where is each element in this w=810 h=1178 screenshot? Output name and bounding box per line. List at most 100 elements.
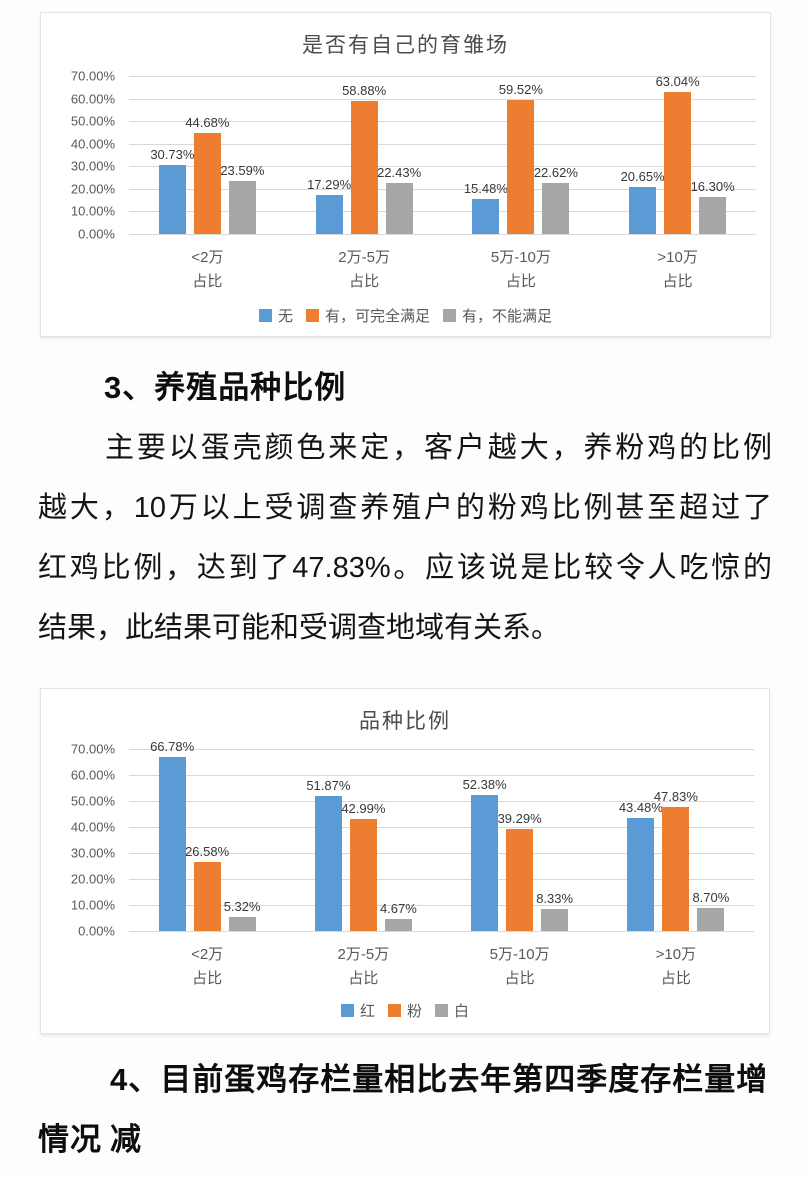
gridline bbox=[129, 188, 756, 190]
bar-红: 52.38% bbox=[463, 777, 507, 931]
data-label: 17.29% bbox=[307, 176, 352, 192]
data-label: 39.29% bbox=[497, 810, 542, 826]
gridline bbox=[129, 801, 754, 802]
data-label: 66.78% bbox=[150, 739, 195, 755]
legend-item: 无 bbox=[258, 305, 293, 326]
data-label: 47.83% bbox=[653, 788, 698, 804]
heading-line: 4、目前蛋鸡存栏量相比去年第四季度存栏量增减 bbox=[110, 1062, 769, 1157]
bar-白: 8.70% bbox=[692, 890, 729, 931]
bar-group: 30.73% 44.68% 23.59% bbox=[129, 76, 286, 234]
paragraph-line: 主要以蛋壳颜色来定，客户越大，养粉鸡的比例 bbox=[105, 432, 772, 464]
bar-group: 15.48% 59.52% 22.62% bbox=[443, 76, 600, 234]
gridline bbox=[129, 143, 756, 145]
bar-粉: 42.99% bbox=[341, 801, 385, 931]
data-label: 42.99% bbox=[341, 801, 386, 817]
data-label: 52.38% bbox=[462, 776, 507, 792]
paragraph-line: 结果，此结果可能和受调查地域有关系。 bbox=[38, 612, 561, 644]
bar-groups: 66.78% 26.58% 5.32% 51.87% 42.99% 4.67% 52.38%… bbox=[129, 739, 754, 931]
chart-title: 是否有自己的育雏场 bbox=[302, 34, 509, 57]
bar-红: 43.48% bbox=[619, 800, 663, 931]
section-4-heading: 4、目前蛋鸡存栏量相比去年第四季度存栏量增减 情况 bbox=[38, 1050, 778, 1170]
y-axis-tick: 10.00% bbox=[70, 203, 115, 219]
legend-label: 白 bbox=[454, 1003, 470, 1020]
bar-有，不能满足: 22.43% bbox=[377, 165, 421, 234]
bar-group: 43.48% 47.83% 8.70% bbox=[598, 749, 754, 931]
y-axis-tick: 40.00% bbox=[70, 136, 115, 152]
y-axis-tick: 10.00% bbox=[70, 897, 115, 913]
data-label: 4.67% bbox=[379, 900, 417, 916]
data-label: 8.33% bbox=[536, 891, 574, 907]
plot-area: 66.78% 26.58% 5.32% 51.87% 42.99% 4.67% 52.38%… bbox=[129, 739, 754, 932]
x-axis: <2万 占比 2万-5万 占比 5万-10万 占比 >10万 占比 bbox=[129, 246, 756, 294]
bar-无: 20.65% bbox=[621, 169, 665, 234]
data-label: 43.48% bbox=[618, 799, 663, 815]
data-label: 58.88% bbox=[342, 83, 387, 99]
bar-有，不能满足: 16.30% bbox=[691, 179, 735, 234]
bar-白: 5.32% bbox=[224, 899, 261, 931]
data-label: 44.68% bbox=[185, 115, 230, 131]
bar-有，可完全满足: 44.68% bbox=[185, 115, 229, 234]
bar-有，可完全满足: 63.04% bbox=[656, 74, 700, 234]
data-label: 16.30% bbox=[690, 179, 735, 195]
y-axis-tick: 30.00% bbox=[70, 158, 115, 174]
bar-有，可完全满足: 58.88% bbox=[342, 83, 386, 234]
section-3-paragraph: 主要以蛋壳颜色来定，客户越大，养粉鸡的比例越大，10万以上受调查养殖户的粉鸡比例… bbox=[38, 418, 772, 658]
category-label: <2万 占比 bbox=[191, 249, 224, 290]
data-label: 15.48% bbox=[463, 181, 508, 197]
y-axis: 70.00% 60.00% 50.00% 40.00% 30.00% 20.00% 10.0… bbox=[41, 69, 123, 242]
y-axis-tick: 30.00% bbox=[70, 845, 115, 861]
bar-groups: 30.73% 44.68% 23.59% 17.29% 58.88% 22.43% 15.4… bbox=[129, 74, 756, 234]
gridline bbox=[129, 211, 756, 213]
paragraph-line: 红鸡比例，达到了47.83%。应该说是比较令人吃惊的 bbox=[38, 552, 772, 584]
bar-粉: 39.29% bbox=[498, 811, 542, 931]
y-axis-tick: 70.00% bbox=[70, 741, 115, 757]
y-axis-tick: 60.00% bbox=[70, 91, 115, 107]
y-axis-tick: 70.00% bbox=[70, 68, 115, 84]
x-axis: <2万 占比 2万-5万 占比 5万-10万 占比 >10万 占比 bbox=[129, 943, 754, 991]
breed-ratio-chart: 品种比例 70.00% 60.00% 50.00% 40.00% 30.00% 20.00… bbox=[40, 688, 770, 1034]
y-axis-tick: 50.00% bbox=[70, 793, 115, 809]
bar-group: 51.87% 42.99% 4.67% bbox=[285, 749, 441, 931]
legend-item: 有，不能满足 bbox=[443, 305, 552, 326]
paragraph-line: 越大，10万以上受调查养殖户的粉鸡比例甚至超过了 bbox=[38, 492, 772, 524]
bar-白: 8.33% bbox=[536, 891, 573, 931]
data-label: 59.52% bbox=[498, 81, 543, 97]
gridline bbox=[129, 931, 754, 932]
bar-有，可完全满足: 59.52% bbox=[499, 82, 543, 234]
heading-line: 情况 bbox=[38, 1122, 102, 1157]
legend-swatch-icon bbox=[387, 1004, 401, 1017]
data-label: 51.87% bbox=[306, 778, 351, 794]
y-axis-tick: 20.00% bbox=[70, 871, 115, 887]
gridline bbox=[129, 879, 754, 880]
bar-group: 52.38% 39.29% 8.33% bbox=[442, 749, 598, 931]
gridline bbox=[129, 749, 754, 750]
data-label: 22.62% bbox=[533, 164, 578, 180]
bar-无: 15.48% bbox=[464, 181, 508, 234]
chart-legend: 红粉白 bbox=[41, 1000, 769, 1021]
bar-group: 17.29% 58.88% 22.43% bbox=[286, 76, 443, 234]
gridline bbox=[129, 853, 754, 854]
gridline bbox=[129, 905, 754, 906]
gridline bbox=[129, 98, 756, 100]
bar-group: 66.78% 26.58% 5.32% bbox=[129, 739, 285, 931]
data-label: 20.65% bbox=[620, 169, 665, 185]
category-label: 2万-5万 占比 bbox=[337, 946, 390, 987]
chart-legend: 无 有，可完全满足 有，不能满足 bbox=[41, 305, 770, 326]
legend-item: 有，可完全满足 bbox=[305, 305, 430, 326]
bar-有，不能满足: 22.62% bbox=[534, 165, 578, 234]
brooding-farm-chart: 是否有自己的育雏场 70.00% 60.00% 50.00% 40.00% 30.00%… bbox=[40, 12, 771, 337]
legend-label: 粉 bbox=[406, 1003, 422, 1020]
gridline bbox=[129, 76, 756, 77]
gridline bbox=[129, 166, 756, 168]
data-label: 63.04% bbox=[655, 73, 700, 89]
category-label: 2万-5万 占比 bbox=[338, 249, 390, 290]
y-axis-tick: 0.00% bbox=[78, 226, 115, 242]
chart-title: 品种比例 bbox=[359, 710, 451, 733]
legend-label: 红 bbox=[359, 1003, 375, 1020]
legend-item: 白 bbox=[435, 1000, 469, 1021]
y-axis-tick: 40.00% bbox=[70, 819, 115, 835]
gridline bbox=[129, 121, 756, 123]
legend-swatch-icon bbox=[258, 309, 272, 322]
bar-无: 30.73% bbox=[150, 147, 194, 234]
